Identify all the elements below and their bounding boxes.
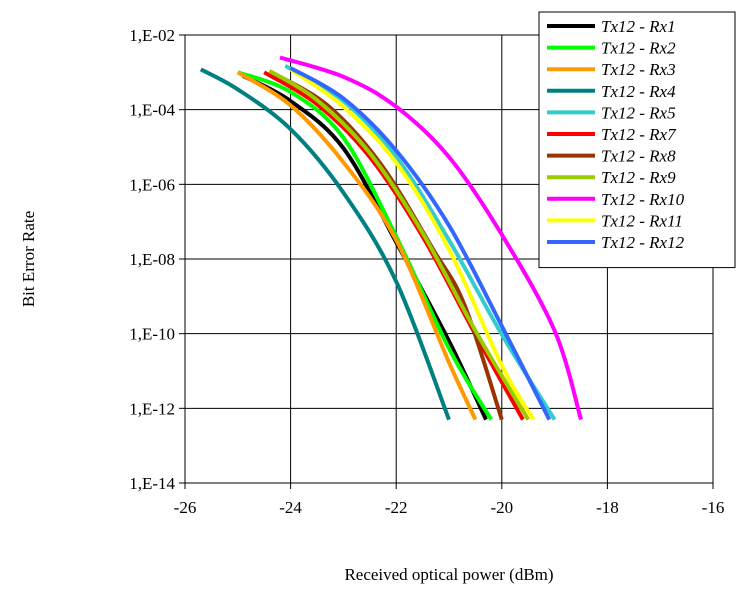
x-tick-label: -24 (279, 498, 302, 517)
x-axis-title: Received optical power (dBm) (344, 565, 553, 584)
series-line-tx12-rx5 (284, 64, 557, 421)
series-line-tx12-rx9 (268, 69, 530, 421)
legend-label-tx12-rx9: Tx12 - Rx9 (601, 168, 676, 187)
series-line-tx12-rx2 (237, 70, 493, 421)
series-line-tx12-rx3 (236, 70, 478, 421)
x-tick-label: -26 (174, 498, 197, 517)
legend-label-tx12-rx8: Tx12 - Rx8 (601, 147, 676, 166)
y-tick-label: 1,E-02 (129, 26, 175, 45)
series-line-tx12-rx8 (273, 72, 504, 421)
x-tick-label: -18 (596, 498, 619, 517)
y-tick-label: 1,E-06 (129, 175, 175, 194)
legend-label-tx12-rx11: Tx12 - Rx11 (601, 211, 683, 230)
legend-label-tx12-rx10: Tx12 - Rx10 (601, 190, 685, 209)
legend-label-tx12-rx7: Tx12 - Rx7 (601, 125, 677, 144)
x-tick-label: -22 (385, 498, 408, 517)
y-tick-label: 1,E-14 (129, 474, 175, 493)
x-tick-label: -16 (702, 498, 725, 517)
series-line-tx12-rx12 (289, 66, 552, 421)
series-line-tx12-rx4 (199, 67, 451, 421)
y-axis-title: Bit Error Rate (19, 211, 38, 307)
legend-box (538, 11, 736, 269)
legend-label-tx12-rx4: Tx12 - Rx4 (601, 82, 676, 101)
series-line-tx12-rx11 (289, 67, 536, 421)
y-tick-label: 1,E-08 (129, 250, 175, 269)
legend-label-tx12-rx12: Tx12 - Rx12 (601, 233, 685, 252)
tick-labels: -26 -24 -22 -20 -18 -16 1,E-02 1,E-04 1,E-06 1,E-… (129, 26, 724, 517)
legend-label-tx12-rx2: Tx12 - Rx2 (601, 39, 676, 58)
x-tick-label: -20 (490, 498, 513, 517)
y-tick-label: 1,E-12 (129, 399, 175, 418)
series-layer (199, 55, 583, 421)
legend-label-tx12-rx5: Tx12 - Rx5 (601, 103, 676, 122)
legend-label-tx12-rx3: Tx12 - Rx3 (601, 60, 676, 79)
legend-label-tx12-rx1: Tx12 - Rx1 (601, 17, 676, 36)
series-line-tx12-rx10 (279, 55, 583, 421)
y-tick-label: 1,E-10 (129, 325, 175, 344)
legend: Tx12 - Rx1 Tx12 - Rx2 Tx12 - Rx3 Tx12 - Rx4… (538, 11, 736, 269)
y-tick-label: 1,E-04 (129, 101, 175, 120)
